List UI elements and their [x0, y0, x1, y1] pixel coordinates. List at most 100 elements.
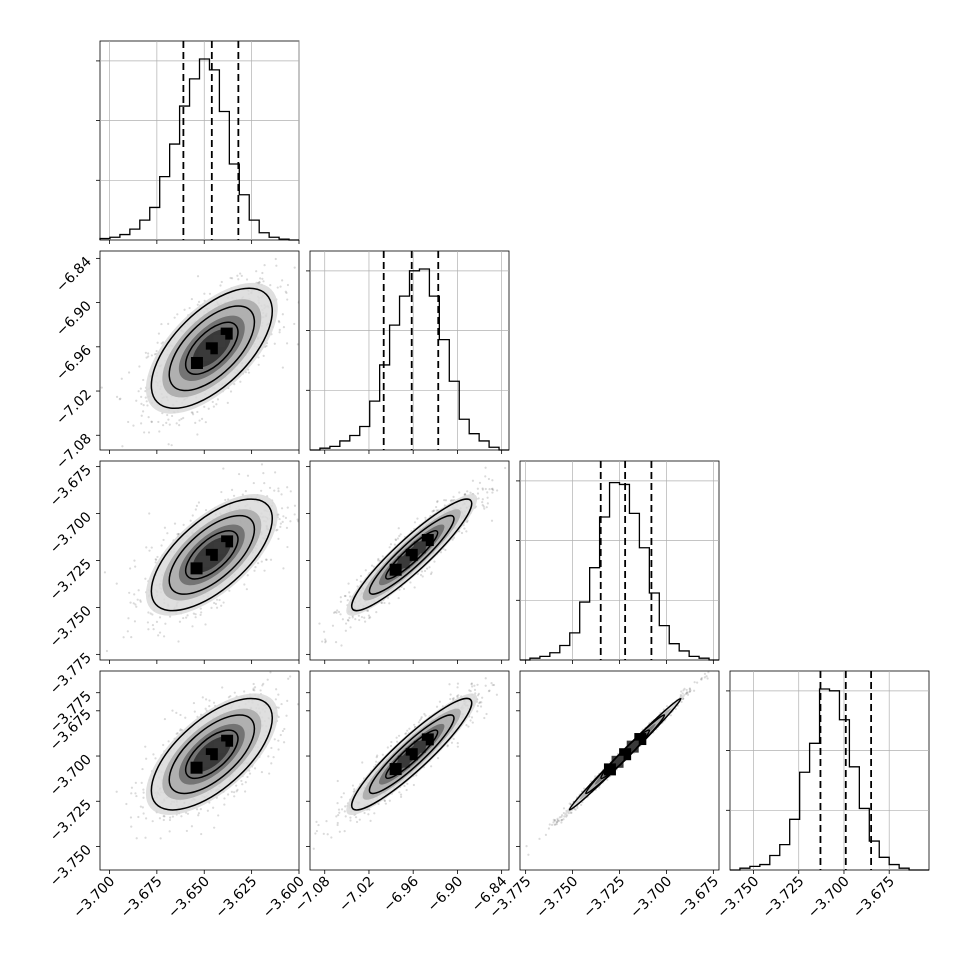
scatter-point [171, 815, 175, 818]
scatter-point [164, 622, 167, 625]
scatter-point [135, 399, 138, 402]
scatter-point [237, 472, 241, 476]
scatter-point [269, 558, 273, 561]
scatter-point [135, 605, 138, 608]
scatter-point [280, 702, 283, 706]
scatter-point [186, 812, 190, 815]
scatter-point [154, 558, 157, 561]
scatter-point [545, 449, 547, 451]
scatter-point [143, 431, 146, 434]
scatter-point [444, 499, 448, 502]
scatter-point [263, 569, 266, 572]
scatter-point [219, 284, 222, 287]
scatter-point [262, 682, 265, 686]
scatter-point [145, 400, 148, 403]
scatter-point [476, 492, 480, 495]
scatter-point [167, 418, 170, 421]
scatter-point [272, 755, 275, 759]
scatter-point [208, 705, 211, 708]
scatter-point [119, 397, 122, 400]
scatter-point [220, 604, 223, 607]
scatter-panel-3-1 [309, 670, 510, 871]
scatter-point [237, 278, 240, 281]
scatter-point [439, 551, 443, 554]
scatter-point [194, 616, 197, 619]
scatter-point [383, 601, 386, 605]
scatter-point [464, 493, 467, 496]
scatter-point [431, 510, 434, 513]
scatter-point [277, 739, 280, 742]
scatter-point [246, 775, 249, 779]
scatter-point [240, 274, 243, 278]
scatter-panel-2-0 [99, 460, 300, 661]
density-cell [190, 356, 203, 369]
scatter-point [140, 414, 143, 417]
scatter-point [253, 686, 257, 689]
scatter-point [138, 365, 141, 368]
scatter-point [491, 491, 494, 494]
scatter-point [179, 728, 182, 731]
scatter-point [423, 569, 427, 573]
scatter-point [142, 788, 145, 791]
scatter-point [162, 424, 165, 427]
scatter-point [127, 420, 130, 424]
scatter-point [364, 620, 367, 623]
scatter-point [363, 616, 366, 619]
scatter-point [486, 496, 489, 499]
scatter-point [162, 538, 165, 542]
scatter-point [399, 533, 402, 536]
scatter-point [168, 615, 172, 618]
scatter-point [169, 816, 172, 819]
scatter-point [229, 390, 233, 393]
scatter-point [424, 516, 427, 519]
scatter-point [289, 490, 292, 493]
scatter-point [150, 546, 153, 549]
scatter-point [282, 567, 285, 570]
scatter-point [274, 698, 277, 701]
scatter-point [285, 714, 288, 717]
scatter-point [132, 602, 135, 605]
scatter-point [397, 527, 400, 530]
scatter-point [135, 837, 138, 840]
scatter-point [239, 272, 242, 275]
scatter-point [257, 356, 260, 359]
scatter-point [180, 815, 183, 818]
scatter-point [145, 356, 148, 359]
scatter-point [140, 402, 143, 405]
scatter-point [230, 790, 233, 793]
scatter-point [150, 420, 153, 423]
scatter-point [334, 640, 338, 644]
scatter-point [436, 500, 439, 503]
scatter-point [178, 419, 181, 422]
scatter-point [145, 546, 148, 549]
scatter-point [227, 696, 231, 699]
scatter-point [233, 691, 236, 694]
scatter-point [120, 377, 123, 380]
histogram-step-line [99, 58, 299, 241]
scatter-point [147, 352, 150, 355]
contour-line-0 [150, 287, 274, 410]
scatter-point [413, 586, 416, 589]
scatter-point [198, 419, 201, 422]
scatter-point [160, 544, 163, 547]
scatter-point [214, 602, 218, 605]
scatter-point [190, 297, 193, 301]
scatter-point [182, 523, 185, 526]
scatter-point [168, 830, 171, 833]
panel-content [312, 677, 498, 850]
scatter-point [349, 595, 352, 598]
scatter-point [281, 520, 284, 523]
scatter-point [168, 818, 172, 822]
scatter-point [224, 498, 227, 502]
scatter-point [482, 505, 485, 508]
scatter-point [287, 677, 290, 680]
scatter-point [192, 701, 196, 705]
scatter-point [145, 817, 148, 820]
scatter-point [262, 354, 265, 357]
scatter-point [340, 644, 343, 647]
scatter-point [142, 378, 145, 382]
scatter-point [212, 806, 215, 809]
scatter-point [144, 351, 147, 354]
histogram-panel-0 [96, 40, 300, 241]
scatter-point [278, 328, 281, 331]
